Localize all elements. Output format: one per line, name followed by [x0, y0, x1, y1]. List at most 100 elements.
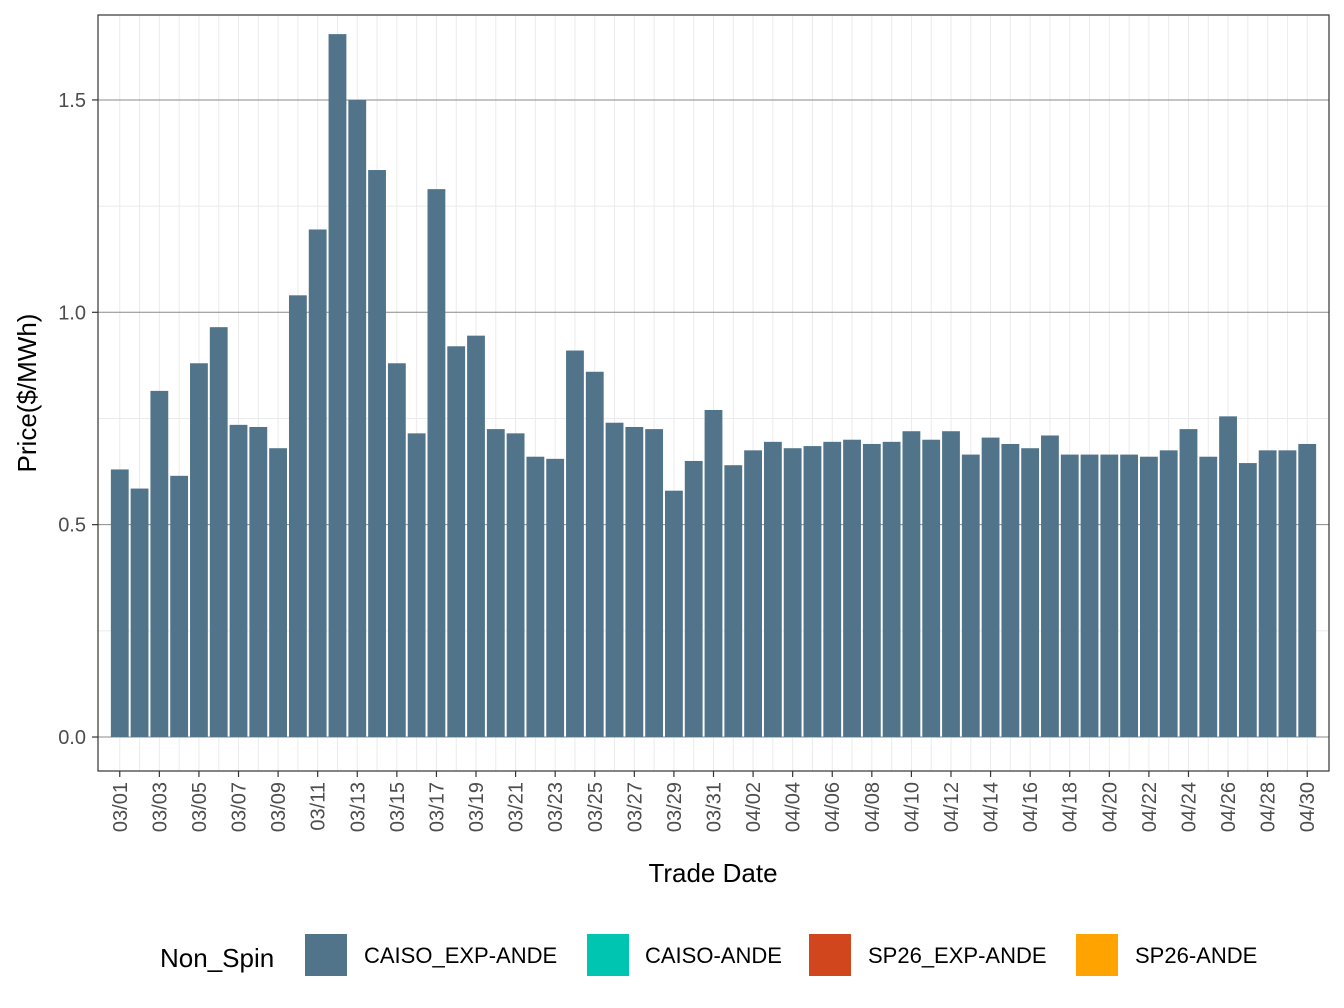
bar-03-01: [110, 469, 129, 738]
bar-04-16: [1021, 448, 1040, 738]
bar-04-04: [783, 448, 802, 738]
bar-04-11: [922, 439, 941, 738]
bar-03-08: [249, 426, 268, 738]
x-tick-label: 04/28: [1258, 782, 1280, 832]
bar-03-21: [506, 433, 525, 738]
bar-04-17: [1041, 435, 1059, 738]
bar-04-25: [1199, 456, 1218, 738]
x-tick-label: 04/22: [1139, 782, 1161, 832]
x-tick-label: 03/17: [426, 782, 448, 832]
x-tick-label: 03/27: [624, 782, 646, 832]
bar-04-19: [1080, 454, 1099, 738]
x-tick-label: 04/08: [862, 782, 884, 832]
x-tick-label: 03/07: [229, 782, 251, 832]
bar-04-29: [1278, 450, 1297, 738]
bar-03-19: [467, 335, 485, 738]
x-tick-label: 04/18: [1060, 782, 1082, 832]
y-axis: 0.0 0.5 1.0 1.5: [58, 90, 98, 749]
bar-03-29: [665, 490, 683, 738]
x-tick-label: 03/21: [506, 782, 528, 832]
x-tick-label: 04/24: [1178, 782, 1200, 832]
legend-label-sp26-exp-ande: SP26_EXP-ANDE: [868, 943, 1047, 968]
bar-04-21: [1120, 454, 1139, 738]
bar-03-24: [566, 350, 584, 738]
x-tick-label: 03/25: [585, 782, 607, 832]
x-tick-label: 03/03: [149, 782, 171, 832]
x-tick-label: 03/05: [189, 782, 211, 832]
x-axis: 03/01 03/03 03/05 03/07 03/09 03/11 03/13 03/15…: [110, 771, 1319, 832]
bar-04-27: [1238, 463, 1257, 738]
bar-04-09: [882, 441, 901, 738]
x-axis-title: Trade Date: [648, 858, 777, 888]
y-tick-label: 1.5: [58, 90, 86, 112]
bar-04-07: [843, 439, 861, 738]
bar-04-03: [763, 441, 782, 738]
bars: [110, 34, 1317, 738]
legend-key-sp26-ande: [1076, 934, 1118, 976]
y-tick-label: 1.0: [58, 302, 86, 324]
legend-label-caiso-ande: CAISO-ANDE: [645, 943, 782, 968]
x-tick-label: 03/29: [664, 782, 686, 832]
bar-03-20: [486, 429, 505, 738]
x-tick-label: 04/30: [1297, 782, 1319, 832]
bar-03-26: [605, 422, 624, 738]
bar-03-28: [645, 429, 664, 738]
bar-03-22: [526, 456, 545, 738]
x-tick-label: 04/26: [1218, 782, 1240, 832]
plot-panel: [97, 14, 1330, 772]
x-tick-label: 04/14: [981, 782, 1003, 832]
legend-label-caiso-exp-ande: CAISO_EXP-ANDE: [364, 943, 557, 968]
bar-04-26: [1219, 416, 1237, 738]
bar-03-09: [269, 448, 288, 738]
bar-03-17: [427, 189, 446, 738]
x-tick-label: 04/04: [783, 782, 805, 832]
bar-03-15: [387, 363, 406, 738]
bar-03-18: [447, 346, 466, 738]
bar-04-01: [724, 465, 743, 738]
legend-key-sp26-exp-ande: [809, 934, 851, 976]
x-tick-label: 03/19: [466, 782, 488, 832]
bar-03-11: [308, 229, 327, 738]
legend-key-caiso-exp-ande: [305, 934, 347, 976]
legend-label-sp26-ande: SP26-ANDE: [1135, 943, 1257, 968]
y-tick-label: 0.5: [58, 515, 86, 537]
bar-03-16: [407, 433, 426, 738]
x-tick-label: 03/23: [545, 782, 567, 832]
x-tick-label: 04/02: [743, 782, 765, 832]
bar-04-10: [902, 431, 921, 738]
bar-03-06: [209, 327, 228, 738]
bar-03-05: [190, 363, 208, 738]
bar-04-02: [744, 450, 762, 738]
bar-04-05: [803, 446, 822, 738]
bar-04-28: [1258, 450, 1277, 738]
x-tick-label: 03/11: [308, 782, 330, 831]
bar-04-06: [823, 441, 842, 738]
bar-04-15: [1001, 443, 1020, 738]
bar-03-03: [150, 390, 169, 738]
x-tick-label: 04/12: [941, 782, 963, 832]
bar-03-10: [288, 295, 307, 738]
x-tick-label: 04/20: [1099, 782, 1121, 832]
bar-03-13: [348, 99, 367, 738]
legend: Non_Spin CAISO_EXP-ANDE CAISO-ANDE SP26_…: [160, 934, 1257, 976]
bar-03-27: [625, 426, 644, 738]
x-tick-label: 03/31: [704, 782, 726, 832]
bar-04-14: [981, 437, 1000, 738]
bar-04-22: [1139, 456, 1158, 738]
y-axis-title: Price($/MWh): [12, 314, 42, 473]
bar-03-25: [585, 371, 604, 738]
bar-04-12: [942, 431, 960, 738]
bar-04-18: [1060, 454, 1079, 738]
bar-03-04: [170, 475, 189, 738]
x-tick-label: 03/15: [387, 782, 409, 832]
bar-04-08: [862, 443, 881, 738]
bar-04-30: [1298, 443, 1317, 738]
bar-04-13: [961, 454, 980, 738]
bar-03-31: [704, 409, 723, 738]
legend-key-caiso-ande: [587, 934, 629, 976]
x-tick-label: 03/01: [110, 782, 132, 832]
x-tick-label: 03/13: [347, 782, 369, 832]
y-tick-label: 0.0: [58, 727, 86, 749]
bar-03-30: [684, 460, 703, 738]
